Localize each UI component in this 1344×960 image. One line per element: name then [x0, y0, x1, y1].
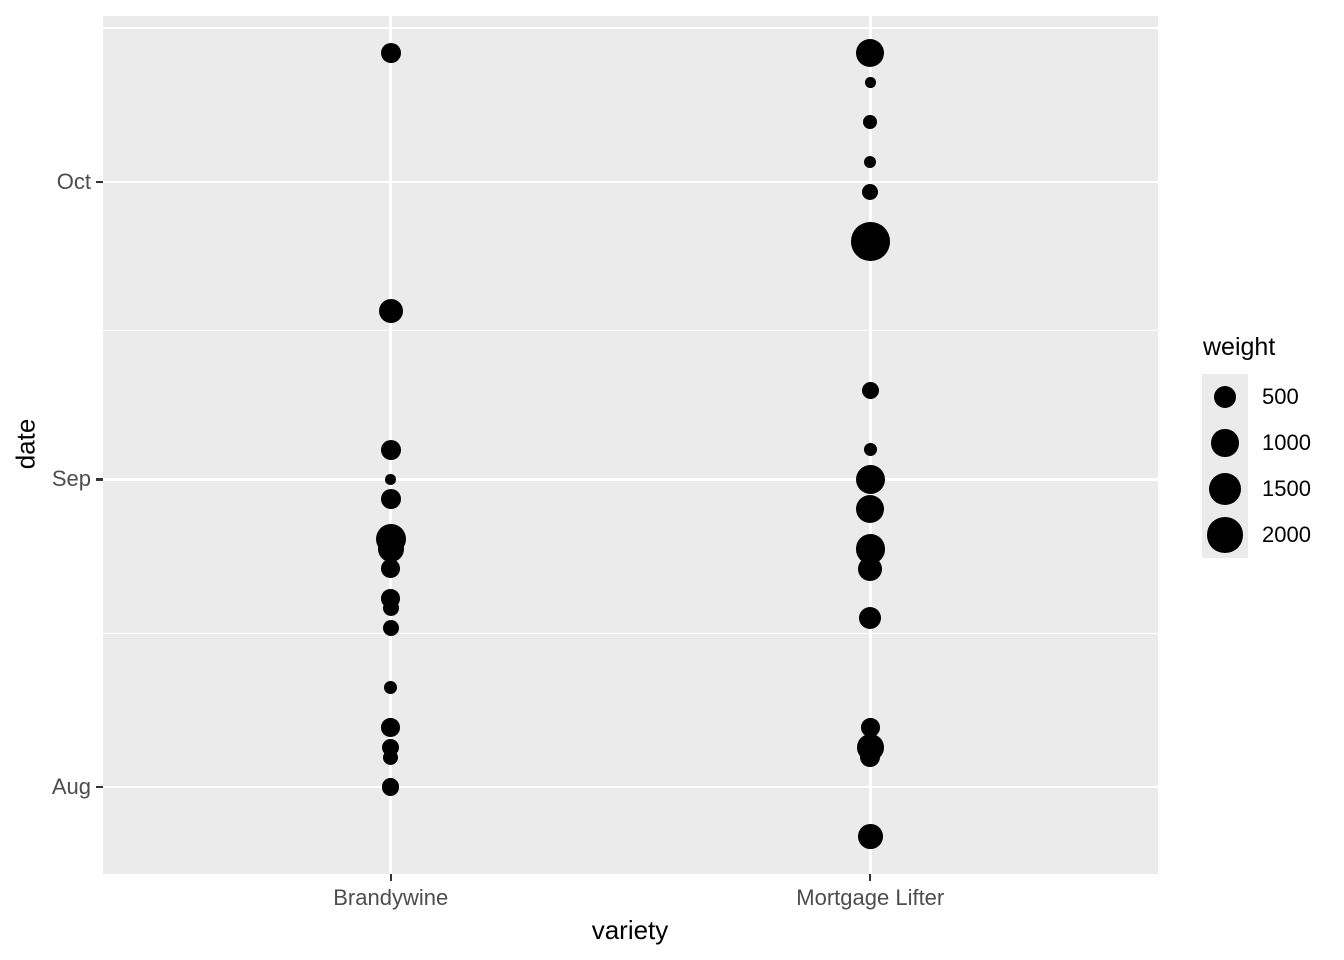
y-axis-tick-label: Oct [56, 168, 91, 194]
data-point [860, 747, 881, 768]
data-point [382, 600, 399, 617]
data-point [856, 38, 885, 67]
x-axis-tick-label: Mortgage Lifter [796, 885, 945, 910]
data-point [858, 556, 883, 581]
data-point [861, 381, 879, 399]
major-gridline [103, 478, 1158, 481]
data-point [850, 222, 890, 261]
y-axis-title: date [10, 418, 41, 470]
data-point [385, 474, 396, 485]
minor-gridline [103, 27, 1158, 29]
data-point [380, 42, 401, 63]
x-axis-tick-label: Brandywine [333, 885, 449, 910]
legend-title: weight [1203, 333, 1276, 361]
y-axis-tick-label: Aug [51, 774, 91, 799]
major-gridline [103, 785, 1158, 789]
data-point [377, 535, 404, 562]
data-point [380, 489, 401, 510]
legend-label: 500 [1262, 384, 1299, 409]
y-axis-tick [96, 785, 103, 789]
data-point [856, 495, 885, 524]
data-point [860, 718, 880, 737]
data-point [382, 620, 399, 637]
legend-key [1202, 420, 1248, 466]
data-point [384, 681, 398, 695]
data-point [862, 183, 879, 200]
data-point [383, 749, 399, 765]
legend-key-circle [1214, 386, 1236, 408]
data-point [382, 778, 400, 796]
legend-label: 1500 [1262, 476, 1311, 501]
y-axis-tick-label: Sep [51, 466, 91, 492]
data-point [855, 464, 885, 495]
legend-key [1202, 466, 1248, 512]
y-axis-tick [96, 478, 103, 481]
data-point [857, 824, 883, 849]
data-point [863, 443, 877, 457]
data-point [864, 156, 877, 169]
major-gridline [103, 180, 1158, 184]
data-point [859, 607, 882, 630]
data-point [864, 77, 876, 88]
data-point [381, 718, 401, 737]
minor-gridline [103, 329, 1158, 332]
data-point [378, 298, 403, 323]
legend-key-circle [1209, 473, 1241, 505]
x-axis-tick [869, 874, 872, 881]
data-point [381, 559, 401, 579]
data-point [863, 115, 878, 130]
legend-key-circle [1207, 517, 1243, 553]
minor-gridline [103, 632, 1158, 634]
x-axis-title: variety [591, 915, 669, 945]
plot-panel [103, 16, 1158, 874]
legend-label: 1000 [1262, 430, 1311, 455]
data-point [380, 439, 401, 460]
legend-key-circle [1211, 429, 1239, 457]
x-axis-tick [389, 874, 392, 881]
legend-label: 2000 [1262, 522, 1311, 547]
y-axis-tick [96, 180, 103, 183]
legend-key [1202, 374, 1248, 420]
legend-key [1202, 512, 1248, 558]
